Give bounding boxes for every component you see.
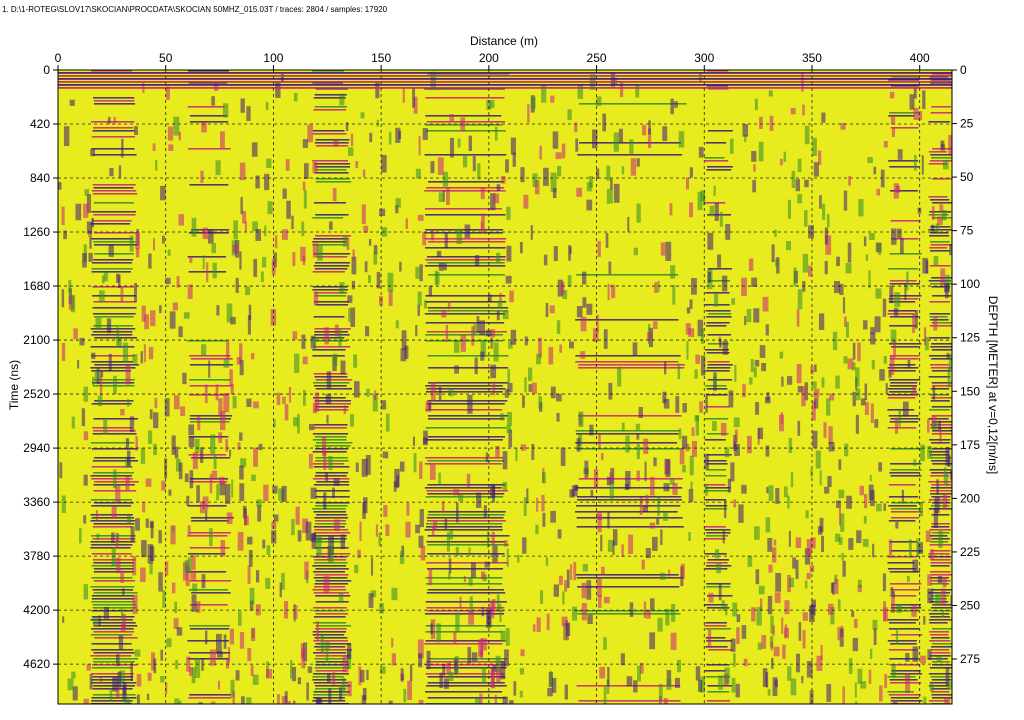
y2-tick-label: 250 [960, 598, 980, 612]
y-axis-ticks: 0 420 840 1260 1680 2100 2520 2940 3360 3780 4200 4… [23, 63, 58, 671]
plot-frame [57, 69, 953, 705]
y2-tick-label: 25 [960, 117, 974, 131]
y-tick-label: 420 [30, 117, 50, 131]
y2-tick-label: 50 [960, 170, 974, 184]
y-tick-label: 2940 [23, 441, 50, 455]
y-tick-label: 4620 [23, 657, 50, 671]
y2-tick-label: 0 [960, 63, 967, 77]
y2-tick-label: 100 [960, 277, 980, 291]
y-tick-label: 1260 [23, 225, 50, 239]
x-tick-label: 350 [802, 51, 822, 65]
x-axis-ticks: 0 50 100 150 200 250 300 350 400 [55, 51, 930, 70]
file-info-header: 1. D:\1-ROTEG\SLOV17\SKOCIAN\PROCDATA\SK… [2, 5, 388, 14]
y2-tick-label: 75 [960, 224, 974, 238]
x-tick-label: 300 [694, 51, 714, 65]
gridlines [58, 70, 952, 704]
x-tick-label: 50 [159, 51, 173, 65]
y-tick-label: 3360 [23, 495, 50, 509]
y2-tick-label: 225 [960, 545, 980, 559]
y-tick-label: 4200 [23, 603, 50, 617]
x-tick-label: 0 [55, 51, 62, 65]
x-tick-label: 150 [371, 51, 391, 65]
y-tick-label: 2520 [23, 387, 50, 401]
secondary-y-axis-ticks: 0 25 50 75 100 125 150 175 200 225 250 275 [952, 63, 980, 666]
y-tick-label: 1680 [23, 279, 50, 293]
x-axis-title: Distance (m) [470, 34, 539, 48]
y2-tick-label: 275 [960, 652, 980, 666]
x-tick-label: 200 [479, 51, 499, 65]
y2-tick-label: 125 [960, 331, 980, 345]
x-tick-label: 400 [910, 51, 930, 65]
y2-tick-label: 150 [960, 384, 980, 398]
y-tick-label: 840 [30, 171, 50, 185]
y-tick-label: 3780 [23, 549, 50, 563]
x-tick-label: 100 [263, 51, 283, 65]
y-tick-label: 2100 [23, 333, 50, 347]
y-tick-label: 0 [43, 63, 50, 77]
radargram-image [58, 70, 952, 704]
x-tick-label: 250 [587, 51, 607, 65]
y2-tick-label: 200 [960, 491, 980, 505]
y2-tick-label: 175 [960, 438, 980, 452]
